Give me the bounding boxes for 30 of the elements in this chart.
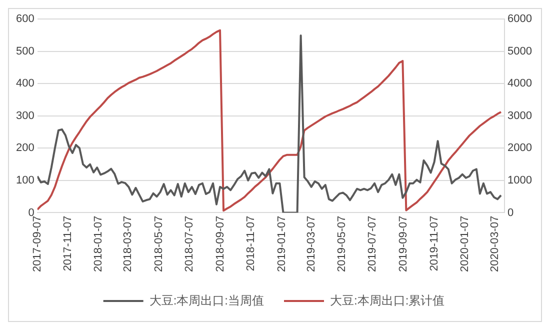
y-tick-label: 300 (16, 110, 34, 122)
x-tick-label: 2020-03-07 (489, 216, 502, 272)
x-tick-label: 2019-11-07 (428, 216, 440, 272)
x-tick-label: 2017-11-07 (62, 216, 74, 272)
x-tick-label: 2019-03-07 (305, 216, 318, 272)
y-tick-label: 100 (16, 174, 34, 186)
x-tick-label: 2018-11-07 (245, 216, 258, 272)
x-tick-label: 2018-01-07 (92, 216, 105, 272)
x-tick-label: 2018-05-07 (152, 216, 165, 272)
x-tick-label: 2019-01-07 (276, 216, 288, 272)
y2-tick-label: 2000 (508, 142, 532, 154)
x-tick-label: 2018-03-07 (122, 216, 134, 272)
y-tick-label: 400 (16, 78, 34, 90)
y2-tick-label: 0 (508, 206, 514, 219)
y-tick-label: 200 (16, 142, 34, 154)
x-tick-label: 2019-05-07 (336, 216, 348, 272)
x-tick-label: 2018-09-07 (214, 216, 227, 272)
x-tick-label: 2018-07-07 (183, 216, 196, 272)
y2-tick-label: 6000 (508, 13, 532, 26)
x-tick-label: 2020-01-07 (458, 216, 471, 272)
x-tick-label: 2019-09-07 (398, 216, 410, 272)
y2-tick-label: 5000 (508, 45, 532, 58)
y2-tick-label: 1000 (508, 174, 532, 186)
legend-label: 大豆:本周出口:累计值 (330, 293, 445, 308)
legend-label: 大豆:本周出口:当周值 (149, 293, 264, 308)
y2-tick-label: 4000 (508, 78, 532, 90)
x-tick-label: 2019-07-07 (366, 216, 379, 272)
y2-tick-label: 3000 (508, 110, 532, 122)
y-tick-label: 600 (16, 13, 34, 26)
y-tick-label: 500 (16, 45, 34, 58)
